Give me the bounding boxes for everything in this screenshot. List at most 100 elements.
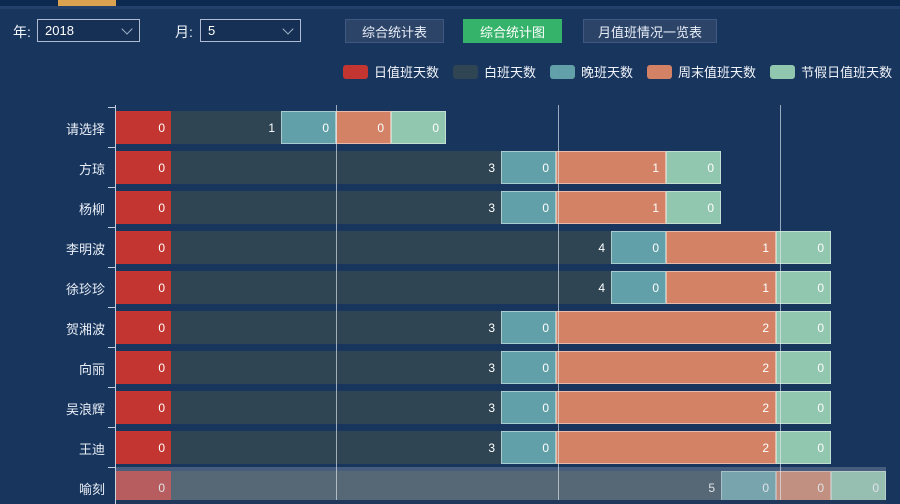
bar-value-label: 0 xyxy=(707,160,714,175)
category-label: 王迪 xyxy=(78,442,105,457)
bar-segment[interactable]: 0 xyxy=(281,111,336,144)
bar-segment[interactable]: 0 xyxy=(116,231,171,264)
bar-value-label: 0 xyxy=(432,120,439,135)
bottom-edge-shadow xyxy=(116,500,886,504)
bar-value-label: 0 xyxy=(542,320,549,335)
bar-segment[interactable]: 2 xyxy=(556,431,776,464)
y-axis-tick xyxy=(108,307,115,308)
bar-segment[interactable]: 0 xyxy=(776,271,831,304)
category-label: 贺湘波 xyxy=(65,322,105,337)
bar-value-label: 0 xyxy=(817,320,824,335)
bar-segment[interactable]: 0 xyxy=(116,191,171,224)
bar-segment[interactable]: 0 xyxy=(116,351,171,384)
bar-segment[interactable]: 1 xyxy=(171,111,281,144)
category-label: 请选择 xyxy=(65,122,105,137)
bar-segment[interactable]: 0 xyxy=(116,471,171,504)
bar-segment[interactable]: 0 xyxy=(501,431,556,464)
bar-segment[interactable]: 0 xyxy=(831,471,886,504)
bar-segment[interactable]: 0 xyxy=(501,391,556,424)
bar-segment[interactable]: 0 xyxy=(776,311,831,344)
summary-table-button[interactable]: 综合统计表 xyxy=(345,19,444,43)
bar-segment[interactable]: 0 xyxy=(776,231,831,264)
legend-swatch xyxy=(647,64,673,79)
bar-value-label: 0 xyxy=(158,360,165,375)
month-select-value: 5 xyxy=(208,23,216,38)
bar-value-label: 0 xyxy=(158,120,165,135)
month-label: 月: xyxy=(175,24,193,40)
bar-segment[interactable]: 0 xyxy=(116,151,171,184)
summary-chart-button[interactable]: 综合统计图 xyxy=(463,19,562,43)
legend-swatch xyxy=(343,64,368,79)
bar-value-label: 0 xyxy=(158,480,165,495)
category-label: 方琼 xyxy=(78,162,105,177)
y-axis-tick xyxy=(108,107,115,108)
top-scrollbar-thumb[interactable] xyxy=(58,0,116,6)
bar-segment[interactable]: 0 xyxy=(501,191,556,224)
bar-segment[interactable]: 1 xyxy=(556,151,666,184)
bar-segment[interactable]: 4 xyxy=(171,271,611,304)
bar-segment[interactable]: 0 xyxy=(776,471,831,504)
bar-segment[interactable]: 0 xyxy=(666,191,721,224)
bar-value-label: 0 xyxy=(817,440,824,455)
category-label: 喻刻 xyxy=(78,482,105,497)
bar-value-label: 0 xyxy=(652,280,659,295)
bar-segment[interactable]: 0 xyxy=(391,111,446,144)
month-select[interactable]: 5 xyxy=(200,19,301,42)
legend-swatch xyxy=(453,64,479,79)
bar-segment[interactable]: 5 xyxy=(171,471,721,504)
x-gridline xyxy=(558,105,559,504)
bar-segment[interactable]: 0 xyxy=(666,151,721,184)
legend-item[interactable]: 日值班天数 xyxy=(343,62,439,81)
bar-value-label: 0 xyxy=(158,400,165,415)
bar-segment[interactable]: 4 xyxy=(171,231,611,264)
topbar-divider xyxy=(0,6,900,9)
bar-value-label: 1 xyxy=(268,120,275,135)
bar-segment[interactable]: 2 xyxy=(556,351,776,384)
bar-value-label: 2 xyxy=(762,400,769,415)
bar-segment[interactable]: 0 xyxy=(611,271,666,304)
bar-value-label: 3 xyxy=(488,440,495,455)
bar-value-label: 0 xyxy=(762,480,769,495)
bar-segment[interactable]: 2 xyxy=(556,391,776,424)
bar-value-label: 0 xyxy=(158,440,165,455)
year-label: 年: xyxy=(13,24,31,40)
filter-bar: 年: 2018 月: 5 综合统计表 综合统计图 月值班情况一览表 xyxy=(0,0,900,50)
bar-segment[interactable]: 2 xyxy=(556,311,776,344)
bar-segment[interactable]: 0 xyxy=(501,151,556,184)
bar-value-label: 0 xyxy=(872,480,879,495)
y-axis-tick xyxy=(108,387,115,388)
legend-item[interactable]: 周末值班天数 xyxy=(647,62,756,81)
category-label: 李明波 xyxy=(65,242,105,257)
bar-segment[interactable]: 0 xyxy=(116,391,171,424)
bar-segment[interactable]: 0 xyxy=(336,111,391,144)
bar-segment[interactable]: 0 xyxy=(501,351,556,384)
bar-segment[interactable]: 0 xyxy=(776,351,831,384)
bar-segment[interactable]: 0 xyxy=(501,311,556,344)
bar-value-label: 0 xyxy=(158,320,165,335)
bar-segment[interactable]: 0 xyxy=(776,391,831,424)
bar-segment[interactable]: 0 xyxy=(116,271,171,304)
bar-segment[interactable]: 0 xyxy=(116,311,171,344)
bar-value-label: 0 xyxy=(817,360,824,375)
legend-label: 节假日值班天数 xyxy=(801,65,893,80)
category-label: 杨柳 xyxy=(78,202,105,217)
category-label: 徐珍珍 xyxy=(65,282,105,297)
legend-item[interactable]: 白班天数 xyxy=(453,62,536,81)
bar-segment[interactable]: 1 xyxy=(556,191,666,224)
bar-value-label: 0 xyxy=(158,160,165,175)
bar-value-label: 0 xyxy=(542,360,549,375)
monthly-duty-list-button[interactable]: 月值班情况一览表 xyxy=(583,19,717,43)
bar-segment[interactable]: 1 xyxy=(666,271,776,304)
bar-segment[interactable]: 0 xyxy=(776,431,831,464)
bar-segment[interactable]: 1 xyxy=(666,231,776,264)
y-axis-line xyxy=(115,105,116,504)
chart-legend: 日值班天数 白班天数 晚班天数 周末值班天数 节假日值班天数 xyxy=(343,62,892,81)
x-gridline xyxy=(780,105,781,504)
bar-value-label: 0 xyxy=(817,240,824,255)
legend-item[interactable]: 晚班天数 xyxy=(550,62,633,81)
legend-item[interactable]: 节假日值班天数 xyxy=(770,62,892,81)
bar-segment[interactable]: 0 xyxy=(611,231,666,264)
bar-segment[interactable]: 0 xyxy=(116,111,171,144)
year-select[interactable]: 2018 xyxy=(37,19,140,42)
bar-segment[interactable]: 0 xyxy=(116,431,171,464)
